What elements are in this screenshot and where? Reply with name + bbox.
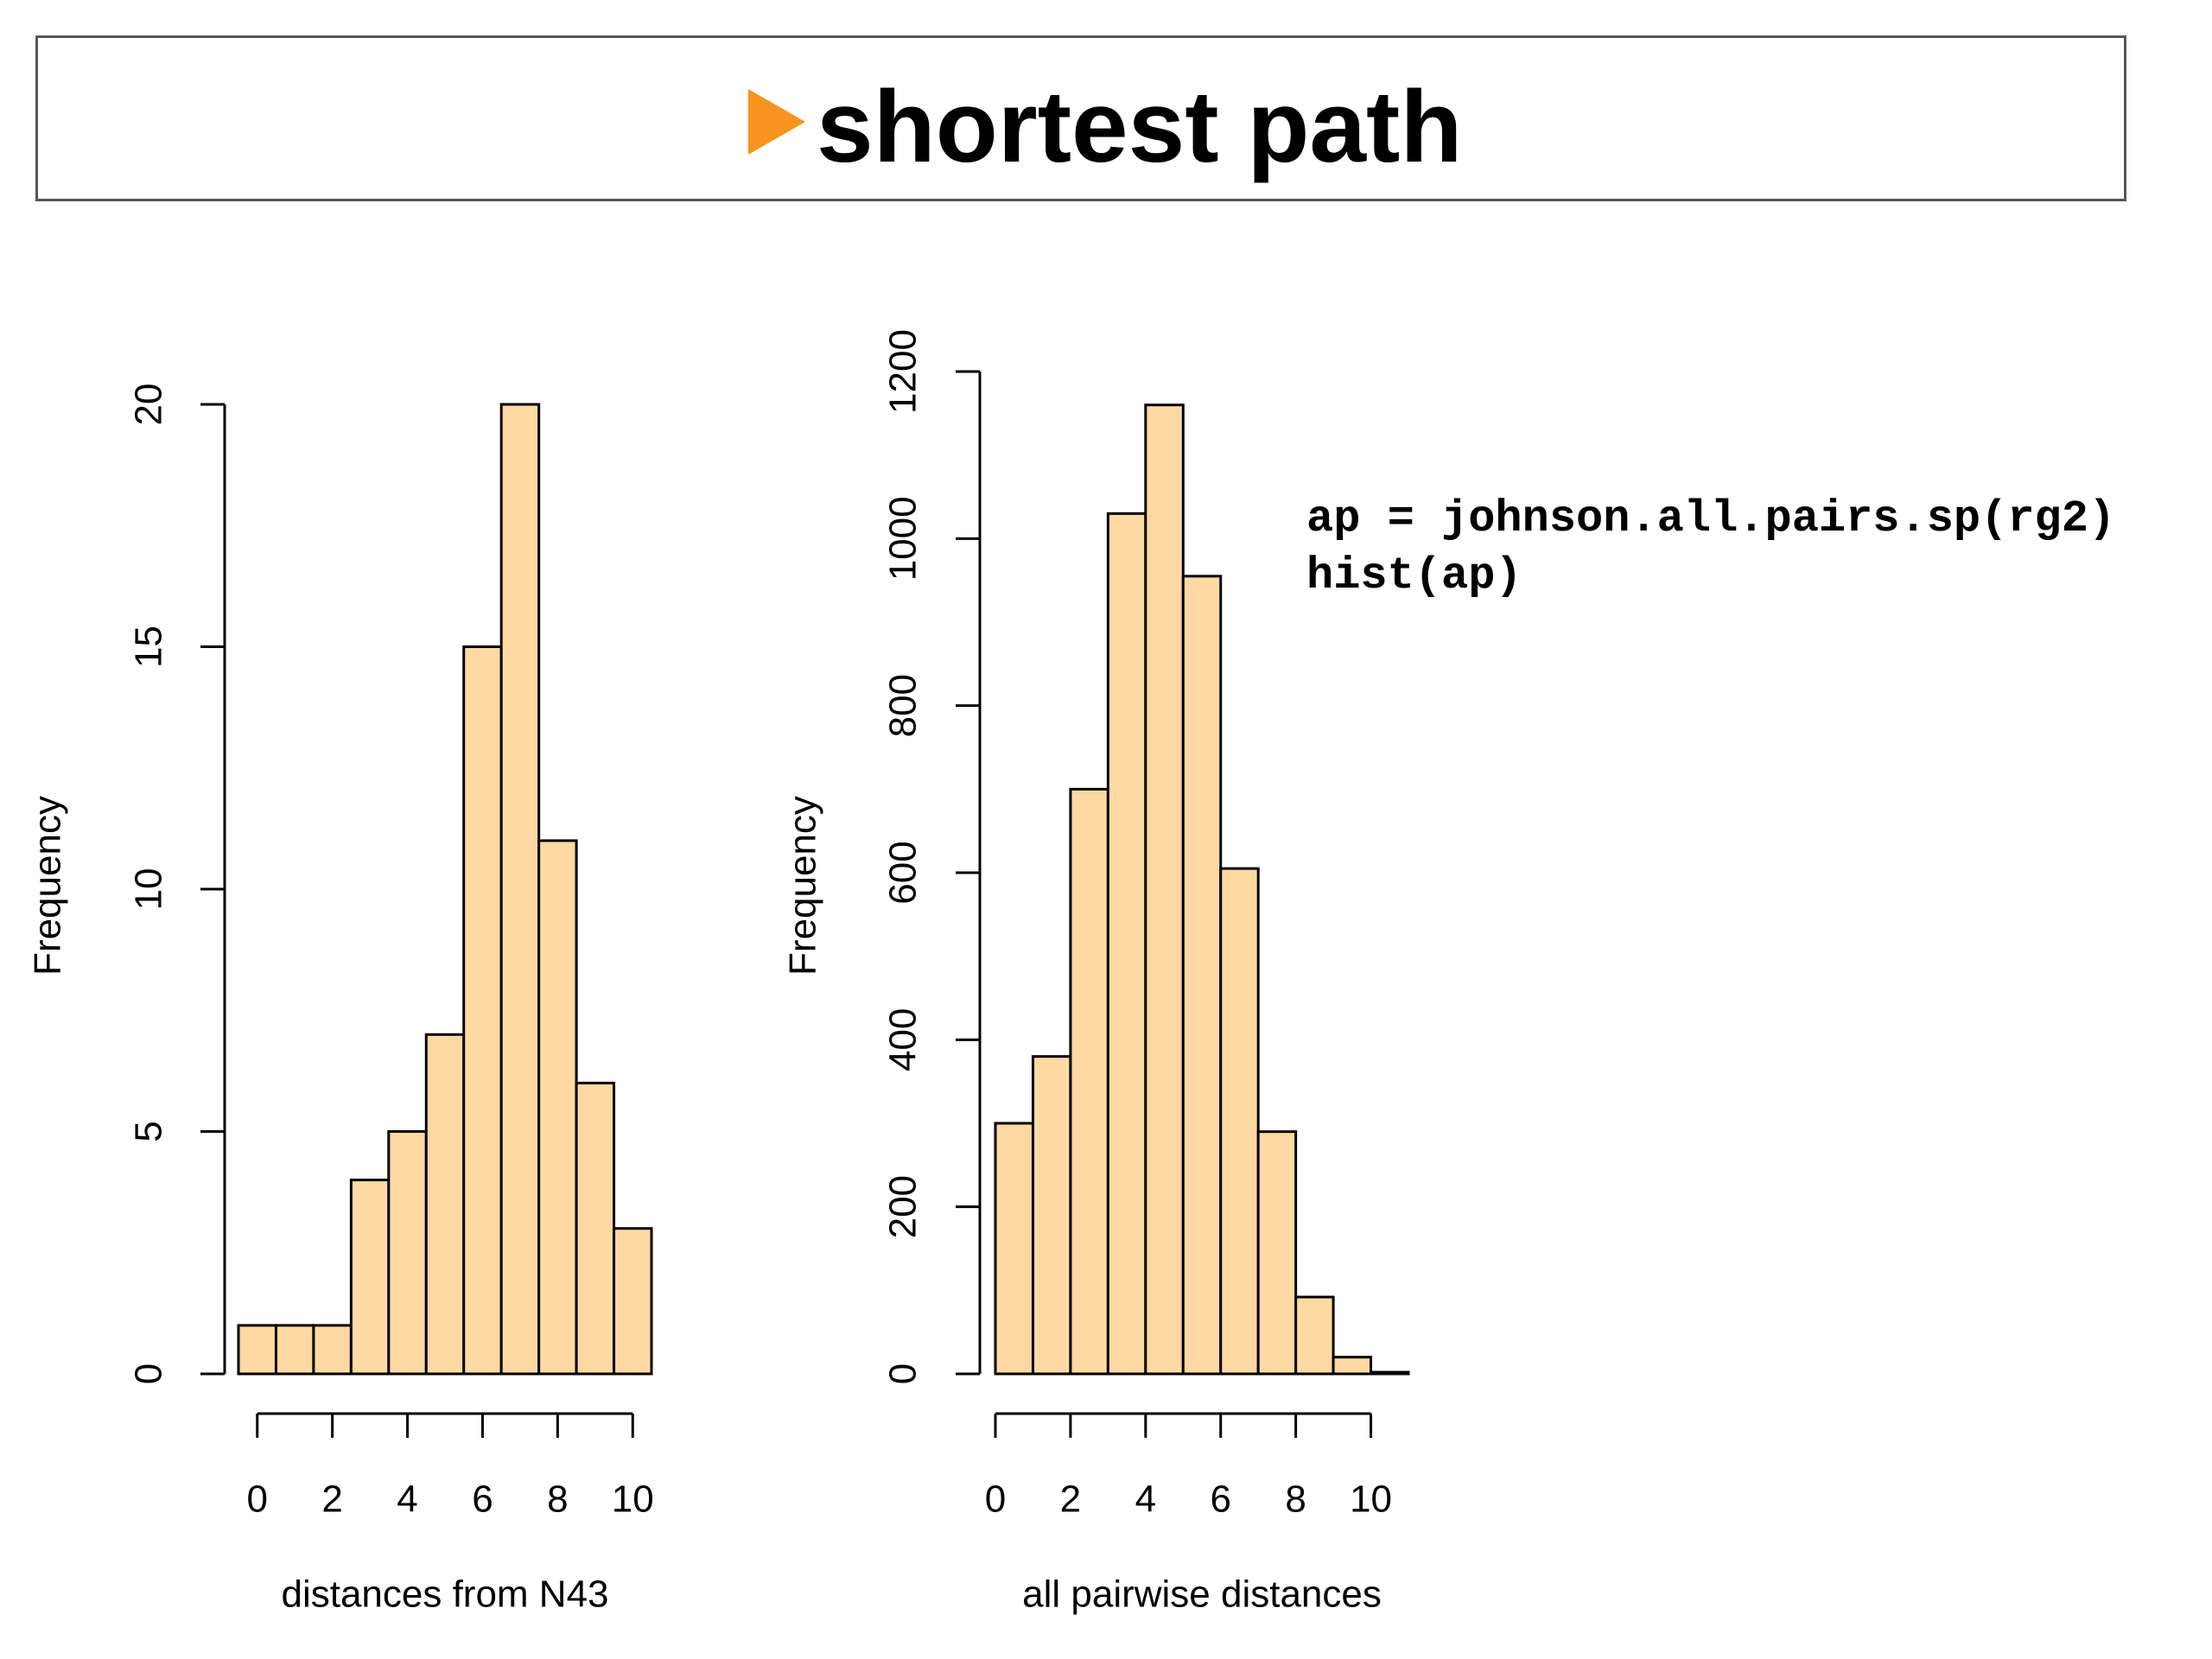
chart1-bar (274, 1324, 315, 1376)
chart2-y-tick-label: 800 (882, 674, 925, 737)
chart2-bar (1294, 1295, 1335, 1376)
code-line-1: ap = johnson.all.pairs.sp(rg2) (1306, 493, 2116, 544)
slide-title-box (35, 35, 2126, 201)
chart1-y-tick-label: 10 (128, 868, 170, 911)
chart1-bar (462, 645, 503, 1376)
chart2-x-axis-label: all pairwise distances (1022, 1573, 1382, 1616)
chart1-bar (575, 1081, 616, 1376)
chart1-bar (537, 839, 578, 1376)
chart1-x-axis-label: distances from N43 (281, 1573, 608, 1616)
chart1-bar (237, 1324, 277, 1376)
chart1-bar (387, 1130, 428, 1376)
chart1-bar (499, 403, 541, 1376)
chart2-bar (1181, 575, 1223, 1376)
triangle-bullet-icon (748, 89, 805, 155)
chart1-y-tick-label: 0 (128, 1363, 170, 1384)
chart2-bar (1144, 404, 1185, 1376)
chart2-bar (1370, 1370, 1410, 1376)
chart2-bar (1069, 787, 1109, 1376)
chart2-x-tick-label: 0 (985, 1478, 1006, 1521)
chart2-bar (1256, 1130, 1298, 1376)
chart2-y-tick-label: 600 (882, 841, 925, 904)
chart1-y-tick-label: 20 (128, 384, 170, 426)
chart2-bar (1332, 1356, 1373, 1376)
chart2-y-tick-label: 200 (882, 1175, 925, 1238)
chart1-y-tick-label: 15 (128, 626, 170, 668)
chart2-y-tick-label: 400 (882, 1008, 925, 1071)
chart2-y-tick-label: 1200 (882, 329, 925, 414)
code-line-2: hist(ap) (1306, 550, 1522, 601)
chart1-x-tick-label: 4 (397, 1478, 417, 1521)
chart1-y-tick-label: 5 (128, 1121, 170, 1141)
chart1-x-tick-label: 10 (612, 1478, 654, 1521)
chart2-x-tick-label: 6 (1210, 1478, 1230, 1521)
chart2-bar (994, 1122, 1034, 1376)
chart1-y-axis-label: Frequency (27, 796, 69, 976)
chart1-bar (349, 1179, 391, 1376)
chart1-x-tick-label: 8 (547, 1478, 568, 1521)
chart2-y-tick-label: 1000 (882, 496, 925, 581)
chart1-bar (613, 1227, 653, 1376)
chart2-y-axis-label: Frequency (782, 796, 824, 976)
chart1-x-tick-label: 0 (246, 1478, 267, 1521)
chart2-bar (1106, 512, 1147, 1376)
r-code-block: ap = johnson.all.pairs.sp(rg2) hist(ap) (1306, 491, 2115, 605)
slide-title: shortest path (817, 70, 1463, 184)
chart1-x-tick-label: 6 (472, 1478, 493, 1521)
chart2-y-tick-label: 0 (882, 1363, 925, 1384)
chart1-bar (424, 1033, 466, 1376)
chart2-bar (1219, 867, 1260, 1376)
chart2-x-tick-label: 4 (1135, 1478, 1156, 1521)
chart2-x-tick-label: 10 (1350, 1478, 1392, 1521)
chart1-bar (312, 1324, 353, 1376)
chart1-x-tick-label: 2 (321, 1478, 342, 1521)
chart2-x-tick-label: 8 (1285, 1478, 1306, 1521)
chart2-bar (1031, 1055, 1072, 1376)
chart2-x-tick-label: 2 (1060, 1478, 1081, 1521)
